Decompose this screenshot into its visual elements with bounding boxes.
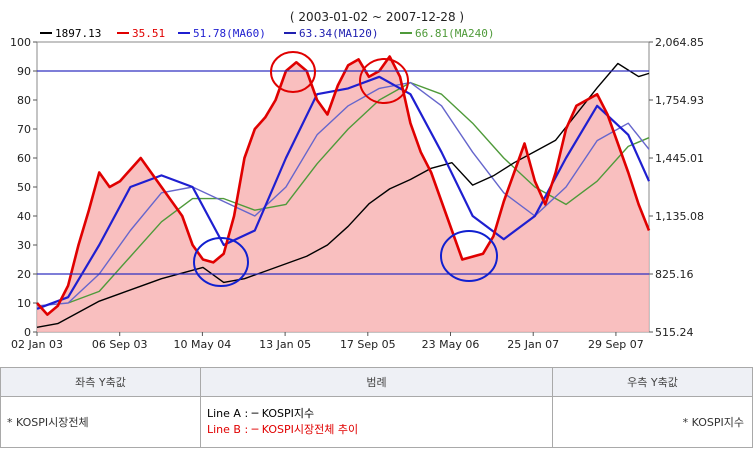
left-tick-label: 90 <box>17 65 31 78</box>
x-tick-label: 06 Sep 03 <box>92 338 148 351</box>
annotation-circles <box>193 51 498 287</box>
chart-svg: 0 10 20 30 40 50 60 70 80 90 100 515.24 825.16 1,135.… <box>10 10 704 351</box>
x-tick-label: 10 May 04 <box>174 338 232 351</box>
annotation-circle-blue-2 <box>440 230 498 282</box>
chart-title: ( 2003-01-02 ~ 2007-12-28 ) <box>290 10 464 24</box>
legend-label: 1897.13 <box>55 27 101 40</box>
left-tick-label: 40 <box>17 210 31 223</box>
right-tick-label: 2,064.85 <box>655 36 704 49</box>
series-line <box>36 55 651 316</box>
right-tick-label: 1,445.01 <box>655 152 704 165</box>
left-tick-label: 80 <box>17 94 31 107</box>
left-tick-label: 0 <box>24 326 31 339</box>
series-line <box>36 75 651 310</box>
legend-label: 66.81(MA240) <box>415 27 494 40</box>
left-tick-label: 10 <box>17 297 31 310</box>
left-tick-label: 50 <box>17 181 31 194</box>
annotation-circle-red-2 <box>359 58 409 104</box>
left-axis-value: * KOSPI시장전체 <box>0 396 201 448</box>
x-tick-label: 17 Sep 05 <box>340 338 396 351</box>
series-line <box>36 81 650 307</box>
series-line <box>36 62 650 329</box>
right-tick-label: 1,754.93 <box>655 94 704 107</box>
legend-label: 51.78(MA60) <box>193 27 266 40</box>
info-table: 좌측 Y축값 범례 우측 Y축값 * KOSPI시장전체 Line A : ─ … <box>0 367 753 448</box>
left-axis-header: 좌측 Y축값 <box>0 367 201 397</box>
axes: 0 10 20 30 40 50 60 70 80 90 100 515.24 825.16 1,135.… <box>10 36 704 351</box>
x-tick-label: 23 May 06 <box>422 338 480 351</box>
legend-line-a: Line A : ─ KOSPI지수 <box>207 407 315 420</box>
left-tick-label: 100 <box>10 36 31 49</box>
chart-area: 0 10 20 30 40 50 60 70 80 90 100 515.24 825.16 1,135.… <box>10 10 704 351</box>
x-tick-label: 29 Sep 07 <box>588 338 644 351</box>
legend-header: 범례 <box>200 367 553 397</box>
right-axis-header: 우측 Y축값 <box>552 367 753 397</box>
left-tick-label: 60 <box>17 152 31 165</box>
x-tick-label: 25 Jan 07 <box>507 338 559 351</box>
legend-line-b: Line B : ─ KOSPI시장전체 추이 <box>207 423 359 436</box>
series-line <box>67 81 650 304</box>
annotation-circle-red-1 <box>270 51 316 93</box>
legend: 1897.13 35.51 51.78(MA60) 63.34(MA120) 66.81… <box>40 27 494 40</box>
right-tick-label: 1,135.08 <box>655 210 704 223</box>
left-tick-label: 70 <box>17 123 31 136</box>
right-tick-label: 825.16 <box>655 268 694 281</box>
left-tick-label: 20 <box>17 268 31 281</box>
legend-label: 63.34(MA120) <box>299 27 378 40</box>
right-tick-label: 515.24 <box>655 326 694 339</box>
left-tick-label: 30 <box>17 239 31 252</box>
legend-label: 35.51 <box>132 27 165 40</box>
legend-cell: Line A : ─ KOSPI지수 Line B : ─ KOSPI시장전체 … <box>200 396 553 448</box>
annotation-circle-blue-1 <box>193 237 249 287</box>
x-tick-label: 13 Jan 05 <box>259 338 311 351</box>
right-axis-value: * KOSPI지수 <box>552 396 753 448</box>
series-lines <box>36 55 651 329</box>
x-tick-label: 02 Jan 03 <box>11 338 63 351</box>
